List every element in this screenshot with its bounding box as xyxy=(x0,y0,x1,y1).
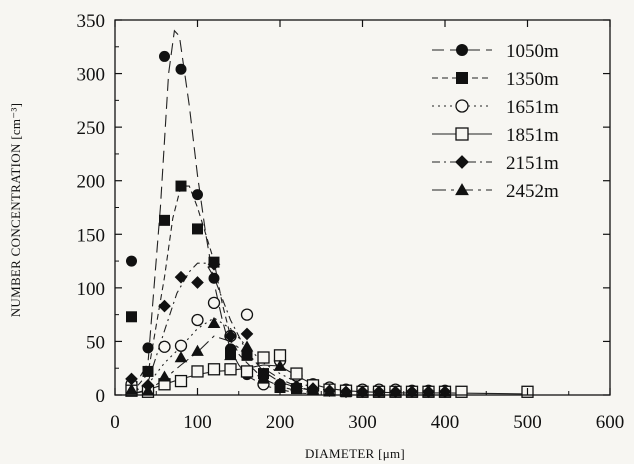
data-point-2151m xyxy=(158,299,171,313)
data-point-1851m xyxy=(455,385,468,398)
legend-marker-1350m xyxy=(456,72,468,84)
x-tick-label: 600 xyxy=(596,412,625,433)
fit-curve-1050m xyxy=(131,29,314,395)
x-tick-label: 400 xyxy=(431,412,460,433)
legend-marker-2452m xyxy=(455,183,469,196)
legend-marker-2151m xyxy=(455,155,469,169)
data-point-1350m xyxy=(159,214,170,226)
y-tick-label: 250 xyxy=(77,118,106,139)
data-point-2452m xyxy=(273,359,287,371)
data-point-1851m xyxy=(240,365,254,378)
data-point-1851m xyxy=(191,365,204,378)
legend-label-1050m: 1050m xyxy=(506,41,559,62)
x-axis-title: DIAMETER [μm] xyxy=(305,446,405,461)
data-point-2452m xyxy=(141,384,155,396)
axes: 0 100 200 300 400 500 600 0 50 100 150 200 250 300 350 xyxy=(77,11,625,433)
data-point-1350m xyxy=(175,180,187,192)
data-point-2151m xyxy=(191,276,204,289)
data-point-1851m xyxy=(207,363,221,376)
data-point-2452m xyxy=(405,385,419,397)
data-point-2151m xyxy=(174,270,188,284)
x-tick-label: 0 xyxy=(110,412,120,433)
data-point-2452m xyxy=(422,385,435,397)
legend-marker-1851m xyxy=(455,127,469,141)
data-point-2452m xyxy=(323,385,336,397)
data-point-1350m xyxy=(192,223,203,235)
y-tick-label: 300 xyxy=(77,65,106,86)
data-point-1851m xyxy=(290,367,303,380)
data-point-2452m xyxy=(191,344,204,356)
x-tick-label: 100 xyxy=(183,412,212,433)
data-point-2452m xyxy=(306,383,320,395)
data-point-1851m xyxy=(224,363,237,376)
x-tick-label: 300 xyxy=(348,412,377,433)
data-point-2452m xyxy=(290,380,303,392)
data-point-2452m xyxy=(339,385,353,397)
data-point-1350m xyxy=(126,311,137,323)
data-point-2452m xyxy=(158,370,171,382)
data-point-1050m xyxy=(208,272,220,284)
plot-area xyxy=(125,29,534,399)
x-tick-label: 500 xyxy=(513,412,542,433)
data-point-2452m xyxy=(389,385,402,397)
x-tick-label: 200 xyxy=(266,412,295,433)
data-point-2452m xyxy=(224,349,237,361)
legend-label-1350m: 1350m xyxy=(506,69,559,90)
data-point-2452m xyxy=(372,385,386,397)
y-tick-label: 200 xyxy=(77,172,106,193)
data-point-1350m xyxy=(241,349,253,361)
data-point-1350m xyxy=(142,365,154,377)
legend-label-2452m: 2452m xyxy=(506,181,559,202)
data-point-1651m xyxy=(240,308,254,321)
data-point-1851m xyxy=(257,351,270,364)
data-point-1050m xyxy=(126,255,137,267)
data-point-2452m xyxy=(125,383,138,395)
fit-curve-2151m xyxy=(131,262,314,394)
data-point-1651m xyxy=(207,296,221,310)
data-point-2151m xyxy=(224,329,237,343)
y-tick-label: 350 xyxy=(77,11,106,32)
data-point-1651m xyxy=(174,339,188,352)
data-point-1050m xyxy=(159,50,170,62)
data-point-1851m xyxy=(273,349,287,362)
data-point-2151m xyxy=(125,372,138,386)
data-point-2151m xyxy=(240,327,254,341)
y-tick-label: 150 xyxy=(77,225,106,246)
data-point-1050m xyxy=(192,189,203,201)
data-point-2151m xyxy=(273,377,287,391)
y-tick-label: 100 xyxy=(77,279,106,300)
fit-curve-1651m xyxy=(131,317,330,394)
data-point-1050m xyxy=(175,63,187,75)
y-axis-title: NUMBER CONCENTRATION [cm⁻³] xyxy=(8,103,23,318)
y-tick-label: 50 xyxy=(86,332,105,353)
data-point-1050m xyxy=(142,342,154,354)
legend-marker-1651m xyxy=(455,99,469,113)
data-point-2452m xyxy=(174,351,188,363)
data-point-1851m xyxy=(174,374,188,388)
data-point-1651m xyxy=(191,313,204,327)
data-point-2452m xyxy=(257,372,270,384)
legend-label-2151m: 2151m xyxy=(506,153,559,174)
legend-label-1651m: 1651m xyxy=(506,97,559,118)
data-point-2452m xyxy=(207,316,221,328)
legend-marker-1050m xyxy=(456,44,468,56)
data-point-1651m xyxy=(158,340,171,353)
legend-label-1851m: 1851m xyxy=(506,125,559,146)
legend: 1050m 1350m 1651m 1851m 2151m 2452m xyxy=(432,41,559,202)
data-point-2151m xyxy=(207,257,221,271)
data-point-2452m xyxy=(240,340,254,352)
y-tick-label: 0 xyxy=(96,386,106,407)
